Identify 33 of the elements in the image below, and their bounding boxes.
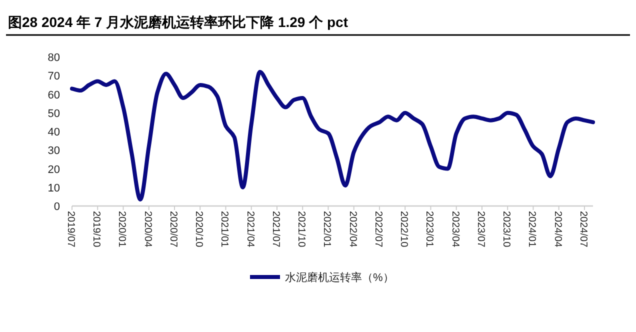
y-tick-label: 20 (48, 164, 60, 176)
x-tick-label: 2019/07 (65, 211, 76, 248)
chart-title: 图28 2024 年 7 月水泥磨机运转率环比下降 1.29 个 pct (8, 14, 348, 30)
x-tick-label: 2021/10 (296, 211, 307, 248)
x-tick-label: 2020/10 (193, 211, 204, 248)
y-tick-label: 10 (48, 182, 60, 194)
x-tick-label: 2022/04 (346, 211, 358, 248)
x-tick-label: 2021/07 (270, 211, 281, 248)
y-tick-label: 50 (48, 108, 60, 120)
x-tick-label: 2022/07 (372, 211, 384, 248)
x-tick-label: 2019/10 (90, 211, 102, 248)
x-tick-label: 2022/01 (321, 211, 332, 248)
x-tick-label: 2023/10 (500, 211, 512, 248)
x-tick-label: 2023/04 (449, 211, 460, 248)
y-tick-label: 80 (48, 52, 60, 64)
x-tick-label: 2024/04 (552, 211, 563, 248)
x-tick-label: 2023/07 (474, 211, 486, 248)
x-tick-label: 2021/04 (244, 211, 256, 248)
x-tick-label: 2024/01 (526, 211, 538, 248)
legend-label: 水泥磨机运转率（%） (285, 271, 394, 284)
y-tick-label: 60 (48, 89, 60, 102)
x-tick-label: 2021/01 (218, 211, 230, 248)
x-tick-label: 2020/04 (142, 211, 153, 248)
x-tick-label: 2024/07 (577, 211, 588, 248)
x-tick-label: 2020/01 (116, 211, 128, 248)
y-tick-label: 0 (54, 201, 60, 213)
y-tick-label: 40 (48, 126, 60, 138)
x-tick-label: 2023/01 (424, 211, 435, 248)
x-tick-label: 2022/10 (398, 211, 410, 248)
line-series (70, 70, 595, 202)
y-tick-label: 70 (48, 70, 60, 83)
x-tick-label: 2020/07 (167, 211, 178, 248)
y-tick-label: 30 (48, 145, 60, 158)
